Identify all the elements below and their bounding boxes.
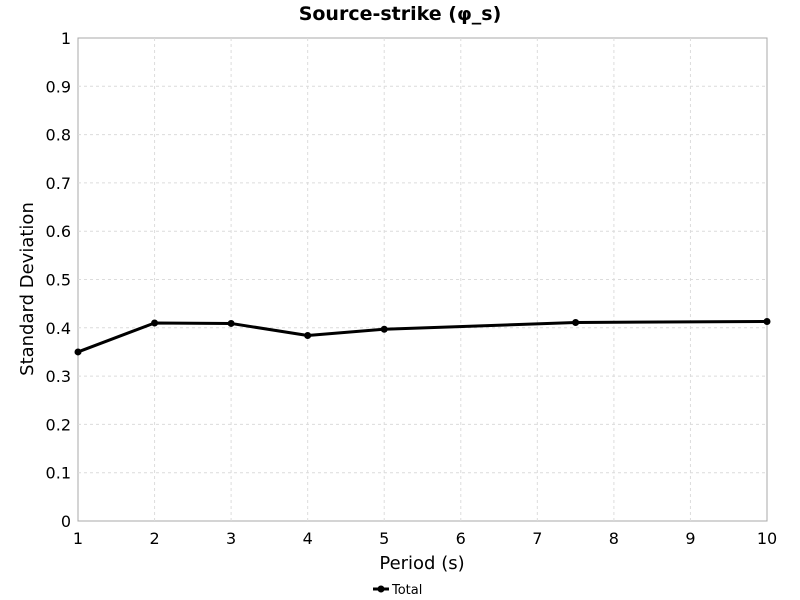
y-tick-label: 0.2 xyxy=(46,415,71,434)
legend-label-total: Total xyxy=(391,583,422,598)
grid-lines xyxy=(78,38,767,521)
x-axis-label: Period (s) xyxy=(379,553,464,574)
x-axis-ticks: 1 2 3 4 5 6 7 8 9 10 xyxy=(73,529,777,548)
y-tick-label: 0.9 xyxy=(46,77,71,96)
data-point xyxy=(380,325,388,333)
y-tick-label: 0.4 xyxy=(46,319,71,338)
y-tick-label: 0.5 xyxy=(46,271,71,290)
data-point xyxy=(304,332,312,340)
series-layer xyxy=(74,318,771,356)
x-tick-label: 10 xyxy=(757,529,777,548)
x-tick-label: 2 xyxy=(149,529,159,548)
y-tick-label: 0.3 xyxy=(46,367,71,386)
chart-title: Source-strike (φ_s) xyxy=(299,3,502,25)
y-tick-label: 0 xyxy=(61,512,71,531)
y-axis-label: Standard Deviation xyxy=(17,202,38,376)
data-point xyxy=(227,319,235,327)
legend-swatch-marker xyxy=(377,585,385,593)
x-tick-label: 8 xyxy=(609,529,619,548)
y-tick-label: 0.8 xyxy=(46,126,71,145)
legend: Total xyxy=(373,583,422,598)
x-tick-label: 9 xyxy=(685,529,695,548)
y-tick-label: 0.6 xyxy=(46,222,71,241)
y-tick-label: 0.7 xyxy=(46,174,71,193)
x-tick-label: 7 xyxy=(532,529,542,548)
data-point xyxy=(763,318,771,326)
data-point xyxy=(151,319,159,327)
y-tick-label: 1 xyxy=(61,29,71,48)
data-point xyxy=(74,348,82,356)
x-tick-label: 1 xyxy=(73,529,83,548)
x-tick-label: 4 xyxy=(303,529,313,548)
y-axis-ticks: 0 0.1 0.2 0.3 0.4 0.5 0.6 0.7 0.8 0.9 1 xyxy=(46,29,71,531)
x-tick-label: 3 xyxy=(226,529,236,548)
y-tick-label: 0.1 xyxy=(46,464,71,483)
x-tick-label: 5 xyxy=(379,529,389,548)
data-point xyxy=(572,318,580,326)
x-tick-label: 6 xyxy=(456,529,466,548)
